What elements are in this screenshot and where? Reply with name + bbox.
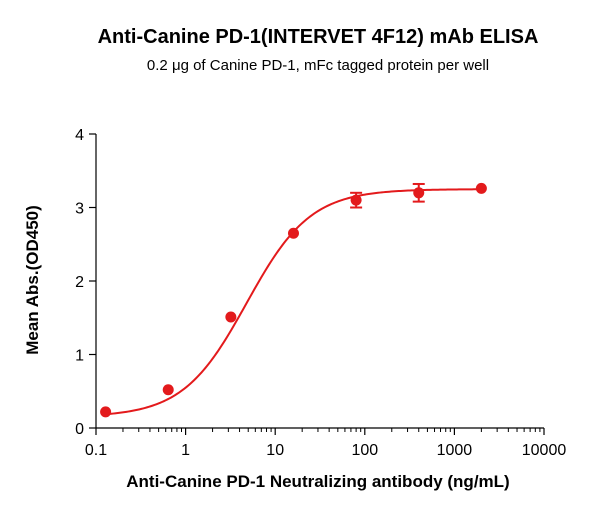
x-axis-label: Anti-Canine PD-1 Neutralizing antibody (… <box>126 472 509 491</box>
data-point <box>475 182 487 194</box>
chart-title: Anti-Canine PD-1(INTERVET 4F12) mAb ELIS… <box>98 26 539 48</box>
x-tick-label: 1 <box>181 442 190 459</box>
x-tick-label: 0.1 <box>85 442 107 459</box>
x-tick-label: 1000 <box>437 442 473 459</box>
axes: 0 1 2 3 4 0.1 1 10 100 1000 10000 <box>75 127 566 459</box>
data-point <box>100 406 112 418</box>
data-point <box>225 311 237 323</box>
data-point <box>413 187 425 199</box>
y-tick-label: 1 <box>75 348 84 365</box>
y-tick-label: 2 <box>75 274 84 291</box>
data-point <box>350 194 362 206</box>
y-tick-label: 0 <box>75 421 84 438</box>
x-tick-label: 10000 <box>522 442 567 459</box>
x-tick-label: 10 <box>266 442 284 459</box>
y-tick-label: 3 <box>75 201 84 218</box>
y-axis-label: Mean Abs.(OD450) <box>23 205 42 355</box>
y-tick-label: 4 <box>75 127 84 144</box>
chart-subtitle: 0.2 μg of Canine PD-1, mFc tagged protei… <box>147 57 489 74</box>
x-tick-label: 100 <box>351 442 378 459</box>
data-point <box>162 384 174 396</box>
data-point <box>287 227 299 239</box>
data-points-layer <box>100 182 487 418</box>
